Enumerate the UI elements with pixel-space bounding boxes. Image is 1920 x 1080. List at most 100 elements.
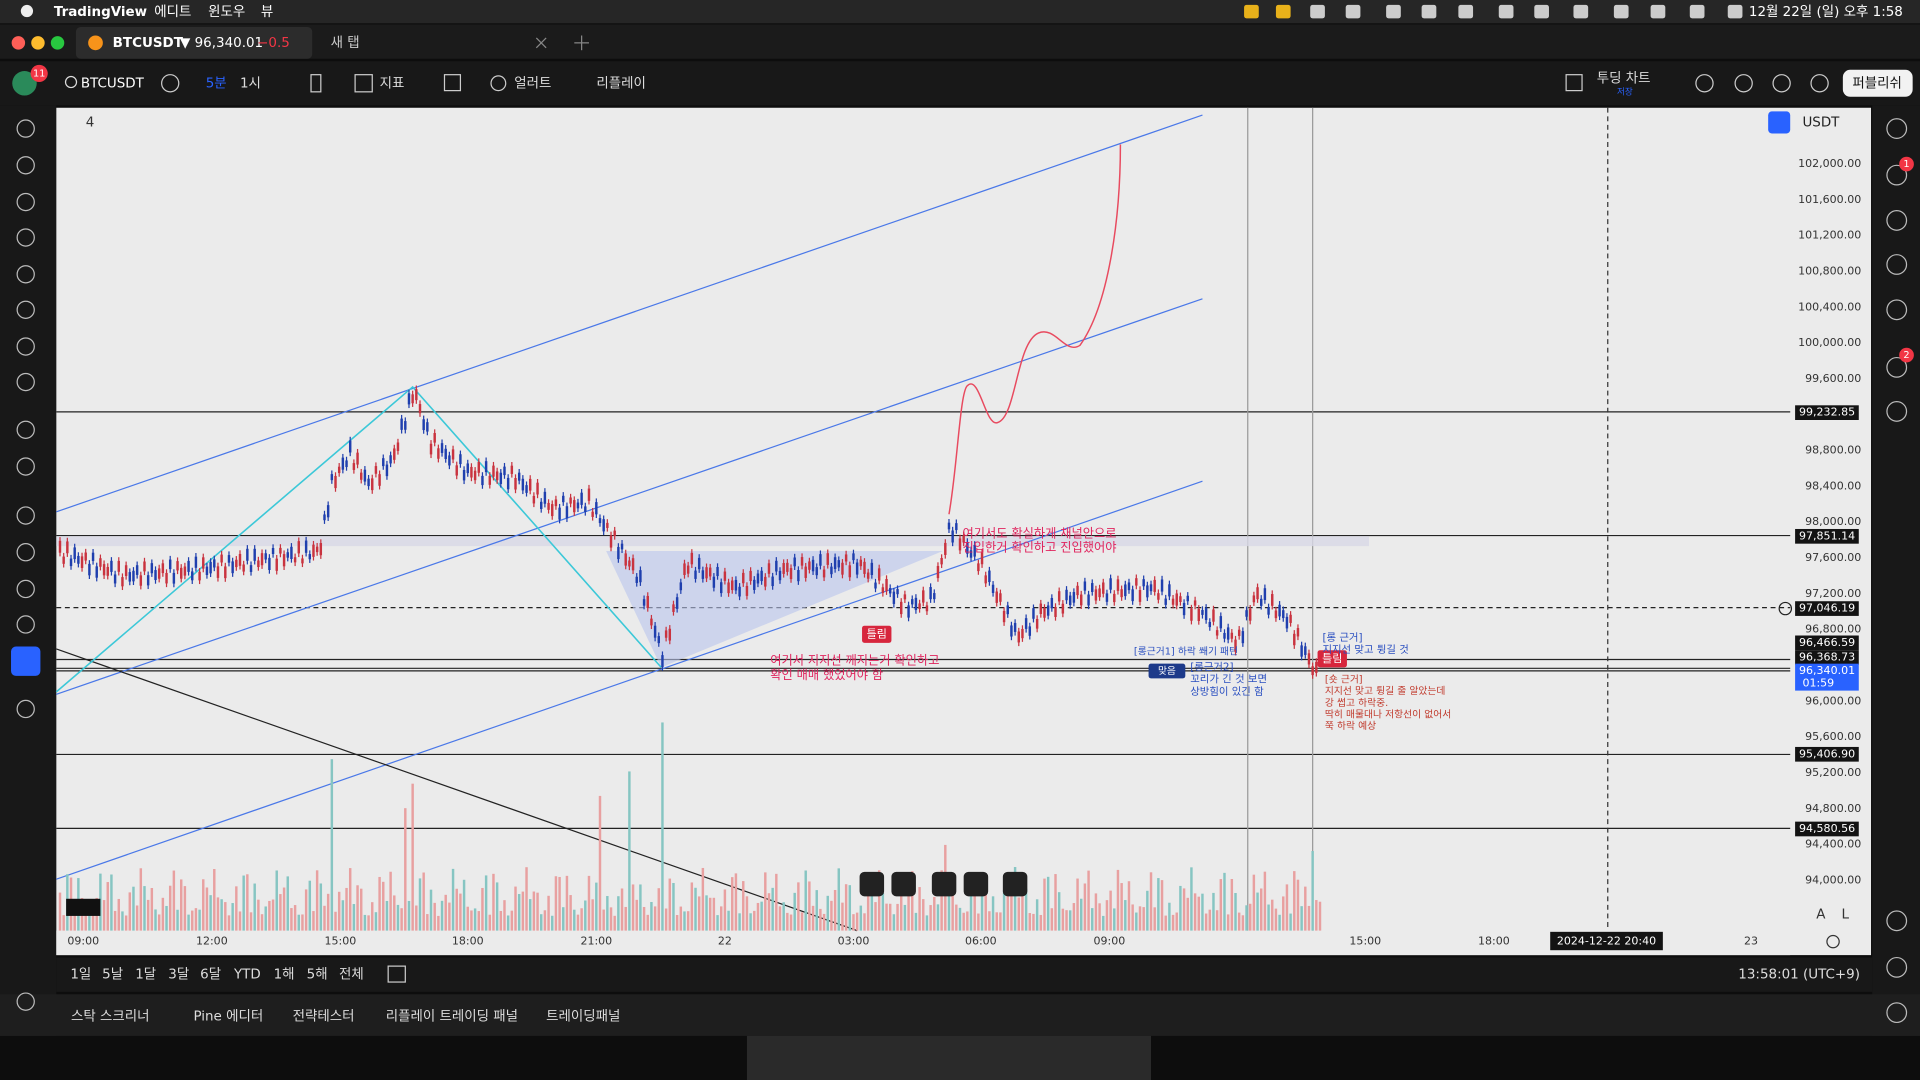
- candle: [1083, 581, 1087, 591]
- range-button[interactable]: 5해: [307, 967, 328, 983]
- menu-item[interactable]: 뷰: [261, 5, 273, 20]
- bottom-tab[interactable]: Pine 에디터: [193, 1008, 263, 1024]
- sidebar-icon[interactable]: [1886, 299, 1908, 321]
- volume-bar: [216, 897, 220, 931]
- time-settings[interactable]: [1826, 934, 1840, 949]
- range-button[interactable]: 1달: [135, 967, 156, 983]
- sidebar-icon[interactable]: [1886, 254, 1908, 275]
- chart-nav-button[interactable]: [859, 871, 885, 897]
- menu-item[interactable]: 에디트: [154, 4, 191, 20]
- drawing-tool[interactable]: [16, 119, 35, 138]
- drawing-tool[interactable]: [16, 992, 35, 1011]
- drawing-tool[interactable]: [16, 265, 35, 284]
- sidebar-icon[interactable]: [1886, 164, 1908, 186]
- volume-bar: [565, 875, 569, 931]
- publish-label[interactable]: 퍼블리쉬: [1852, 75, 1902, 91]
- sidebar-icon[interactable]: [1886, 1002, 1908, 1024]
- candle: [470, 466, 473, 478]
- drawing-tool[interactable]: [16, 420, 35, 439]
- volume-bar: [690, 882, 694, 931]
- annotation-text: 지지선 맞고 튕길 것: [1322, 643, 1408, 656]
- bottom-tab[interactable]: 트레이딩패널: [546, 1008, 620, 1024]
- sidebar-icon[interactable]: [1886, 910, 1908, 932]
- drawing-tool[interactable]: [16, 372, 35, 392]
- candle: [866, 572, 870, 579]
- indicators-button[interactable]: 지표: [380, 75, 405, 91]
- sidebar-badge: [1899, 347, 1914, 363]
- window-control[interactable]: [31, 36, 45, 50]
- volume-bar: [315, 870, 319, 931]
- menu-item[interactable]: 윈도우: [208, 4, 245, 20]
- candle: [587, 488, 591, 501]
- sidebar-icon[interactable]: [1886, 956, 1908, 978]
- drawing-tool[interactable]: [16, 300, 35, 319]
- toolbar-icon[interactable]: [1810, 74, 1829, 93]
- currency-selector[interactable]: USDT: [1802, 115, 1840, 130]
- candle: [543, 491, 547, 504]
- interval[interactable]: 5분: [206, 76, 227, 91]
- legend-collapse[interactable]: 4: [86, 115, 95, 130]
- bottom-tab[interactable]: 전략테스터: [293, 1008, 355, 1024]
- interval[interactable]: 1시: [240, 76, 261, 91]
- sidebar-icon[interactable]: [1886, 210, 1908, 231]
- scale-mode[interactable]: A: [1816, 908, 1826, 923]
- drawing-tool[interactable]: [16, 579, 35, 599]
- candle: [1149, 584, 1153, 592]
- range-button[interactable]: 1해: [274, 967, 295, 983]
- range-button[interactable]: 6달: [200, 967, 221, 983]
- volume-bar: [1193, 893, 1197, 931]
- tab-title[interactable]: BTCUSDT: [113, 36, 184, 51]
- volume-bar: [540, 914, 543, 931]
- sidebar-icon[interactable]: [1886, 401, 1908, 422]
- drawing-tool[interactable]: [16, 615, 35, 634]
- chart-nav-button[interactable]: [963, 871, 989, 897]
- volume-bar: [694, 887, 697, 931]
- replay-button[interactable]: 리플레이: [596, 75, 646, 91]
- range-button[interactable]: 전체: [339, 967, 364, 983]
- toolbar-icon[interactable]: [1695, 74, 1714, 93]
- compare-button[interactable]: [161, 74, 180, 93]
- window-control[interactable]: [11, 36, 26, 50]
- toolbar-icon[interactable]: [1772, 74, 1791, 93]
- volume-bar: [304, 889, 308, 931]
- range-button[interactable]: 5날: [102, 967, 123, 983]
- chart-nav-button[interactable]: [931, 871, 957, 897]
- drawing-tool[interactable]: [16, 192, 35, 212]
- scale-mode[interactable]: L: [1842, 908, 1850, 923]
- volume-bar: [330, 759, 334, 931]
- alert-button[interactable]: 얼러트: [514, 75, 551, 91]
- volume-bar: [157, 914, 161, 931]
- sidebar-icon[interactable]: [1886, 118, 1908, 139]
- chart-nav-button[interactable]: [1002, 871, 1028, 897]
- sidebar-icon[interactable]: [1886, 356, 1908, 378]
- drawing-tool[interactable]: [16, 543, 35, 562]
- drawing-tool[interactable]: [16, 228, 35, 247]
- volume-bar: [348, 868, 352, 931]
- volume-bar: [1035, 899, 1039, 931]
- chart-nav-button[interactable]: [891, 871, 916, 897]
- tab-title[interactable]: 새 탭: [331, 35, 360, 51]
- price-label: 98,000.00: [1805, 515, 1861, 528]
- avatar[interactable]: [12, 71, 37, 96]
- toolbar-icon[interactable]: [1734, 74, 1753, 93]
- crosshair-plus[interactable]: [1778, 601, 1793, 616]
- candle: [797, 570, 800, 582]
- drawing-tool[interactable]: [16, 156, 35, 175]
- symbol-search[interactable]: BTCUSDT: [81, 76, 145, 91]
- candle: [1164, 598, 1167, 605]
- range-button[interactable]: YTD: [233, 968, 261, 983]
- drawing-tool[interactable]: [16, 457, 35, 476]
- window-control[interactable]: [50, 36, 65, 50]
- candle: [573, 500, 576, 513]
- drawing-tool[interactable]: [16, 699, 35, 719]
- candle: [117, 560, 120, 572]
- candle: [1054, 606, 1057, 617]
- range-button[interactable]: 3달: [168, 967, 189, 983]
- candle: [143, 561, 146, 572]
- drawing-tool[interactable]: [16, 337, 35, 356]
- drawing-tool[interactable]: [16, 506, 35, 525]
- bottom-tab[interactable]: 스탁 스크리너: [71, 1008, 150, 1024]
- bottom-tab[interactable]: 리플레이 트레이딩 패널: [386, 1008, 518, 1024]
- range-button[interactable]: 1일: [70, 967, 91, 983]
- layout-name[interactable]: 투딩 차트: [1597, 70, 1651, 86]
